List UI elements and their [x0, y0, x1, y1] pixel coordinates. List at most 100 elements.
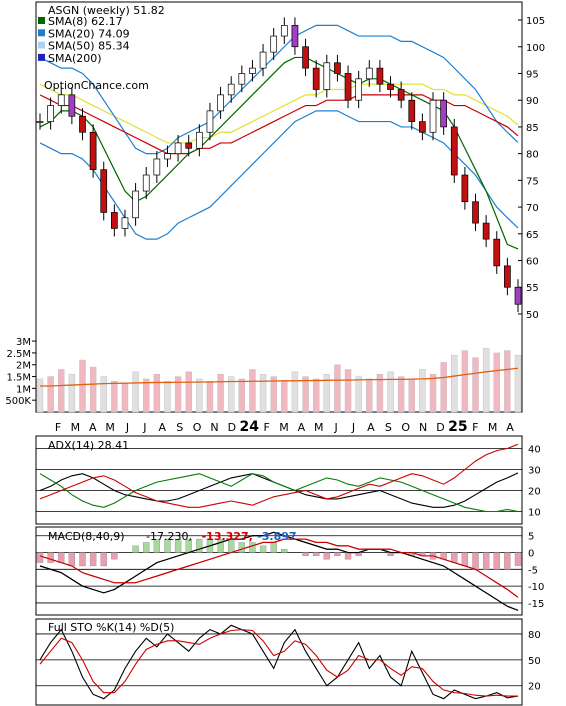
candle-body — [164, 153, 171, 160]
macd-histogram-bar — [89, 552, 97, 567]
volume-bar — [312, 378, 320, 413]
tick-label: 80 — [528, 630, 541, 641]
volume-bar — [259, 373, 267, 413]
macd-histogram-bar — [323, 552, 330, 560]
chart-title: ASGN (weekly) 51.82 — [48, 4, 165, 17]
candle-body — [68, 94, 76, 117]
macd-legend-value: -13.327, — [202, 530, 253, 543]
x-tick-label: A — [159, 421, 167, 434]
sma20-upper-band-line — [39, 24, 519, 155]
candle-body — [142, 174, 150, 192]
tick-label: 40 — [528, 445, 541, 456]
volume-bar — [281, 381, 288, 413]
x-tick-label: M — [105, 421, 115, 434]
candle-body — [270, 35, 278, 53]
candle-body — [195, 131, 203, 149]
tick-label: 10 — [528, 508, 541, 519]
macd-histogram-bar — [238, 542, 245, 553]
macd-panel: 5 0 -5 -10 -15 MACD(8,40,9) -17.230, -13.327,… — [35, 526, 544, 616]
macd-histogram-bar — [47, 552, 54, 563]
volume-bar — [440, 362, 447, 413]
x-tick-label: S — [176, 421, 183, 434]
macd-histogram-bar — [153, 538, 160, 553]
x-tick-label: N — [419, 421, 427, 434]
candle-body — [100, 169, 108, 213]
x-tick-label: S — [385, 421, 392, 434]
price-y-axis: 50 55 60 65 70 75 80 85 90 95 100 105 — [518, 16, 545, 321]
volume-bar — [185, 371, 192, 413]
macd-histogram-bar — [259, 545, 267, 553]
x-tick-label: 24 — [239, 419, 259, 435]
tick-label: -10 — [528, 582, 544, 593]
price-tick-label: 60 — [526, 257, 539, 268]
candle-body — [291, 25, 299, 48]
volume-bar — [397, 376, 405, 413]
x-tick-label: M — [488, 421, 498, 434]
macd-histogram-bar — [249, 542, 256, 553]
candle-body — [174, 142, 182, 154]
macd-histogram-bar — [132, 545, 139, 553]
x-tick-label: 25 — [448, 419, 467, 435]
candle-body — [365, 67, 373, 80]
macd-legend-value: -3.897 — [257, 530, 296, 543]
candle-body — [397, 89, 405, 101]
candle-body — [504, 265, 511, 288]
volume-bar — [47, 376, 54, 413]
x-tick-label: A — [298, 421, 306, 434]
volume-bar — [111, 381, 118, 413]
x-tick-label: F — [55, 421, 61, 434]
macd-title: MACD(8,40,9) — [48, 530, 125, 543]
x-tick-label: F — [472, 421, 478, 434]
macd-histogram-bar — [334, 552, 341, 557]
x-tick-label: J — [125, 421, 129, 434]
volume-bar — [153, 373, 161, 413]
candle-body — [387, 83, 394, 90]
x-tick-label: A — [89, 421, 97, 434]
macd-histogram-bar — [482, 552, 490, 570]
macd-histogram-bar — [451, 552, 458, 563]
x-tick-label: A — [506, 421, 514, 434]
volume-bar — [164, 381, 171, 413]
macd-histogram-bar — [58, 552, 65, 563]
macd-histogram-bar — [143, 542, 150, 553]
candle-body — [514, 286, 522, 305]
volume-bar — [249, 369, 256, 413]
macd-histogram-bar — [281, 549, 288, 553]
volume-bar — [132, 371, 139, 413]
macd-histogram-bar — [493, 552, 500, 570]
tick-label: 20 — [528, 487, 541, 498]
legend-label: SMA(200) — [48, 52, 102, 65]
watermark: OptionChance.com — [44, 79, 149, 92]
x-tick-label: J — [334, 421, 338, 434]
sto-title: Full STO %K(14) %D(5) — [48, 621, 174, 634]
candle-body — [121, 217, 129, 229]
x-tick-label: N — [210, 421, 218, 434]
candle-body — [206, 110, 214, 133]
sma20-lower-band-line — [39, 110, 519, 240]
candle-body — [440, 99, 447, 128]
candle-body — [450, 126, 458, 176]
price-panel: 50 55 60 65 70 75 80 85 90 95 100 105 ASGN (weekly)… — [35, 1, 545, 413]
macd-histogram-bar — [196, 538, 203, 553]
volume-bar — [334, 364, 341, 413]
macd-legend-value: -17.230, — [146, 530, 192, 543]
adx-title: ADX(14) 28.41 — [48, 439, 129, 452]
x-tick-label: A — [367, 421, 375, 434]
sto-panel: 80 50 20 Full STO %K(14) %D(5) — [35, 618, 541, 706]
tick-label: 20 — [528, 682, 541, 693]
price-tick-label: 105 — [526, 16, 545, 27]
volume-tick-label: 2M — [16, 361, 31, 372]
adx-y-axis: 10 20 30 40 — [36, 445, 541, 519]
candle-body — [429, 99, 437, 133]
candle-body — [57, 94, 65, 106]
legend-swatch — [38, 17, 45, 24]
volume-average-line — [40, 367, 519, 387]
volume-bar — [493, 352, 500, 413]
x-tick-label: D — [436, 421, 444, 434]
x-axis: F M A M J J A S O N D 24 F M A M J J A S O N D 25 F M A — [55, 419, 514, 435]
macd-histogram-bar — [313, 552, 320, 557]
macd-histogram-bar — [461, 552, 469, 567]
volume-bar — [79, 359, 86, 413]
macd-histogram-bar — [36, 552, 44, 563]
x-tick-label: J — [351, 421, 355, 434]
